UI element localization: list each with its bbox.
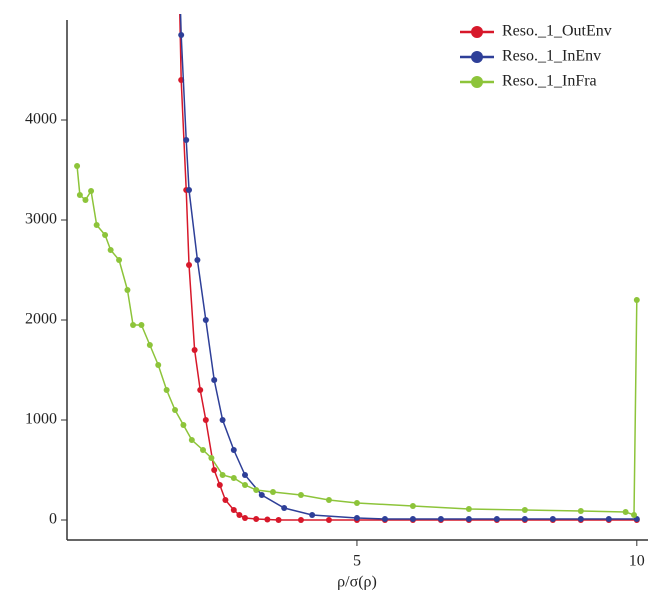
point [325, 517, 332, 523]
point [88, 188, 95, 194]
point [194, 257, 201, 263]
point [353, 515, 360, 521]
point [216, 482, 223, 488]
point [275, 517, 282, 523]
point [353, 500, 360, 506]
point [197, 387, 204, 393]
point [253, 516, 260, 522]
point [521, 516, 528, 522]
point [230, 475, 237, 481]
point [146, 342, 153, 348]
point [211, 377, 218, 383]
x-axis-label: ρ/σ(ρ) [337, 574, 377, 591]
legend-marker [471, 51, 483, 63]
point [241, 472, 248, 478]
point [465, 516, 472, 522]
point [577, 508, 584, 514]
point [264, 516, 271, 523]
point [409, 503, 416, 509]
point [631, 512, 638, 518]
point [325, 497, 332, 503]
point [409, 516, 416, 522]
legend-label: Reso._1_OutEnv [502, 23, 612, 40]
point [200, 447, 207, 453]
point [236, 512, 243, 518]
series-line [76, 165, 638, 517]
point [297, 492, 304, 498]
point [437, 516, 444, 522]
point [188, 437, 195, 443]
legend-marker [471, 26, 483, 38]
legend-label: Reso._1_InFra [502, 73, 597, 90]
point [82, 197, 89, 203]
point [605, 516, 612, 522]
point [186, 187, 193, 193]
point [116, 257, 123, 263]
point [622, 509, 629, 515]
point [241, 482, 248, 488]
point [493, 516, 500, 522]
y-tick-label: 4000 [25, 111, 57, 128]
point [219, 417, 226, 423]
point [208, 455, 215, 461]
point [178, 32, 185, 38]
point [211, 467, 218, 473]
point [155, 362, 162, 368]
point [93, 222, 100, 228]
legend-marker [471, 76, 483, 88]
point [633, 297, 640, 303]
y-tick-label: 0 [49, 511, 57, 528]
legend-label: Reso._1_InEnv [502, 48, 601, 65]
point [230, 447, 237, 453]
point [253, 487, 260, 493]
point [74, 163, 81, 169]
point [186, 262, 193, 268]
x-tick-label: 5 [353, 553, 361, 570]
point [180, 422, 187, 428]
point [130, 322, 137, 328]
point [124, 287, 131, 293]
point [172, 407, 179, 413]
point [241, 515, 248, 521]
point [281, 505, 288, 511]
x-tick-label: 10 [629, 553, 645, 570]
point [76, 192, 83, 198]
point [577, 516, 584, 522]
point [258, 492, 265, 498]
point [138, 322, 145, 328]
point [309, 512, 316, 518]
point [183, 137, 190, 143]
point [191, 347, 198, 353]
y-tick-label: 2000 [25, 311, 57, 328]
point [230, 507, 237, 513]
y-tick-label: 1000 [25, 411, 57, 428]
point [549, 516, 556, 522]
point [102, 232, 109, 238]
point [163, 387, 170, 393]
point [107, 247, 114, 253]
series-line [179, 14, 637, 520]
point [521, 507, 528, 513]
point [202, 317, 209, 323]
point [381, 516, 388, 522]
plot-area [74, 14, 640, 523]
point [219, 472, 226, 478]
y-tick-label: 3000 [25, 211, 57, 228]
point [222, 497, 229, 503]
point [297, 517, 304, 523]
point [269, 489, 276, 495]
point [465, 506, 472, 512]
point [202, 417, 209, 423]
